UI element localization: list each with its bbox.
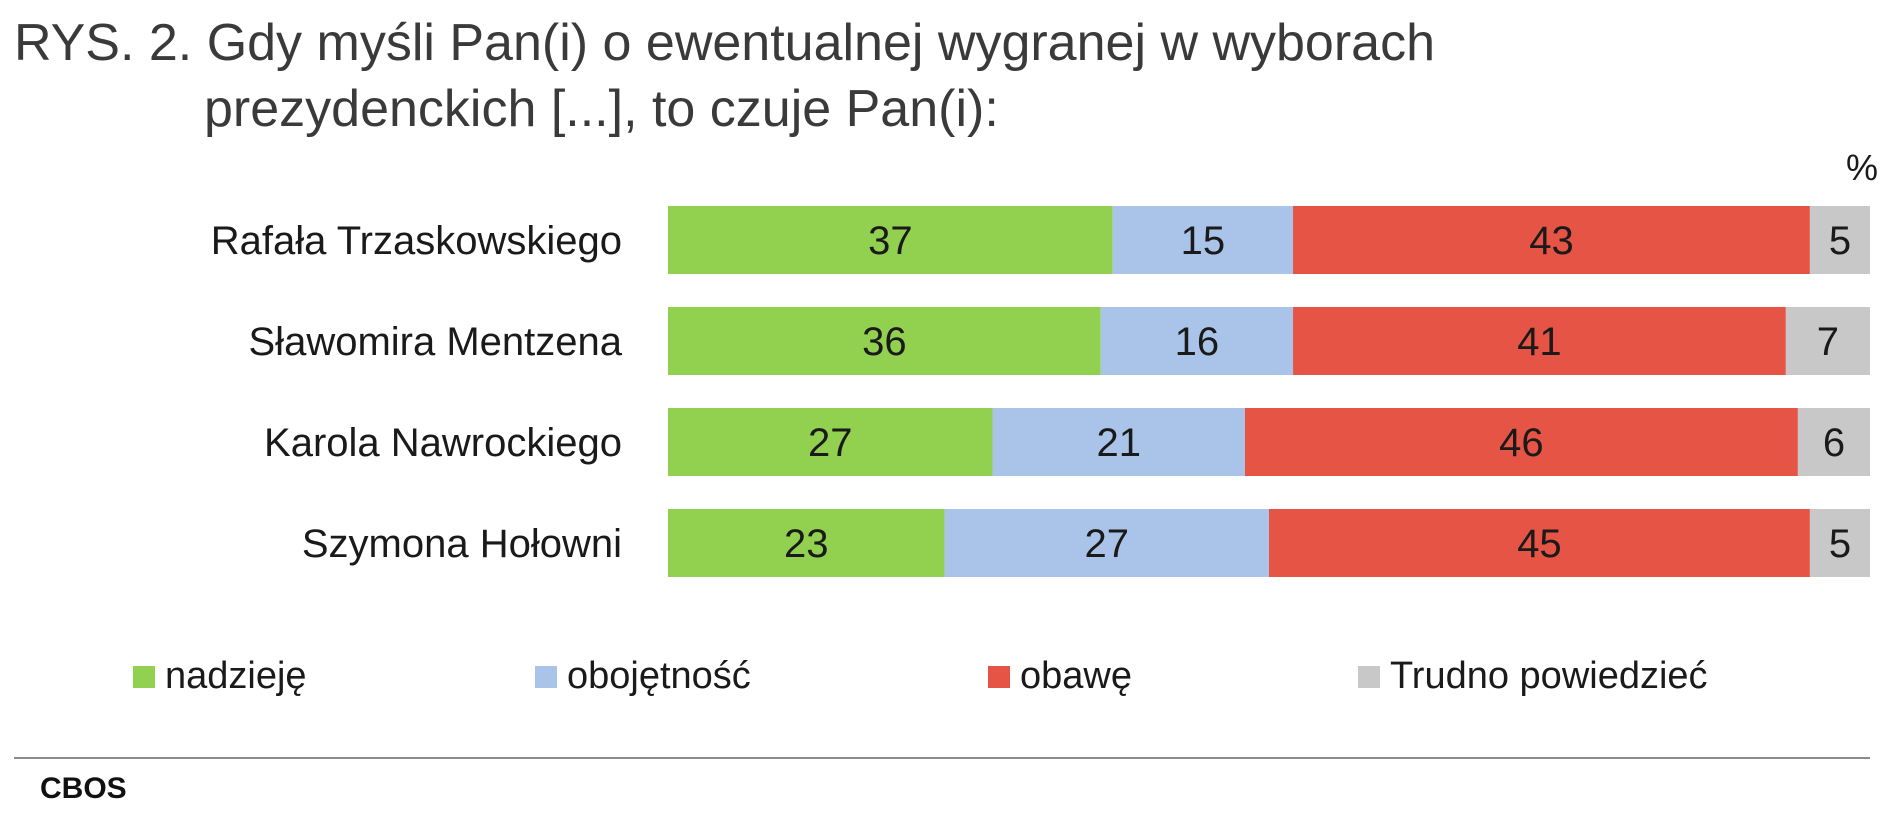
bar-obojetnosc-slawomira-mentzena — [1100, 307, 1294, 375]
legend-label-obojetnosc: obojętność — [567, 655, 751, 697]
legend-label-trudno-powiedziec: Trudno powiedzieć — [1390, 655, 1708, 697]
bar-trudno-powiedziec-rafala-trzaskowskiego — [1809, 206, 1870, 274]
data-label-obojetnosc-rafala-trzaskowskiego: 15 — [1181, 219, 1226, 263]
chart-title-line1: RYS. 2. Gdy myśli Pan(i) o ewentualnej w… — [14, 14, 1435, 72]
data-label-nadzieje-slawomira-mentzena: 36 — [862, 320, 907, 364]
data-label-obawe-slawomira-mentzena: 41 — [1517, 320, 1562, 364]
bar-obojetnosc-rafala-trzaskowskiego — [1112, 206, 1294, 274]
legend-swatch-obawe — [988, 665, 1010, 688]
legend-item-obawe: obawę — [988, 655, 1132, 698]
data-label-obawe-rafala-trzaskowskiego: 43 — [1529, 219, 1574, 263]
footer-divider — [14, 757, 1870, 759]
stacked-bar-chart: % Rafała Trzaskowskiego 37 15 43 5 Sławomira M… — [211, 147, 1878, 577]
legend-swatch-nadzieje — [133, 665, 155, 688]
category-label-szymona-holowni: Szymona Hołowni — [302, 522, 622, 566]
chart-title-line2: prezydenckich [...], to czuje Pan(i): — [204, 80, 999, 138]
bar-obawe-szymona-holowni — [1269, 509, 1810, 577]
data-label-obojetnosc-karola-nawrockiego: 21 — [1097, 421, 1142, 465]
bar-obojetnosc-szymona-holowni — [944, 509, 1269, 577]
legend-label-nadzieje: nadzieję — [165, 655, 307, 697]
bar-trudno-powiedziec-slawomira-mentzena — [1785, 307, 1870, 375]
bar-obawe-karola-nawrockiego — [1244, 408, 1798, 476]
legend-swatch-obojetnosc — [535, 665, 557, 688]
legend-swatch-trudno-powiedziec — [1358, 665, 1380, 688]
data-label-trudno-powiedziec-karola-nawrockiego: 6 — [1823, 421, 1845, 465]
data-label-nadzieje-karola-nawrockiego: 27 — [808, 421, 853, 465]
bar-nadzieje-szymona-holowni — [668, 509, 945, 577]
bar-nadzieje-rafala-trzaskowskiego — [668, 206, 1113, 274]
data-label-trudno-powiedziec-rafala-trzaskowskiego: 5 — [1829, 219, 1851, 263]
category-label-rafala-trzaskowskiego: Rafała Trzaskowskiego — [211, 219, 622, 263]
category-label-karola-nawrockiego: Karola Nawrockiego — [264, 421, 622, 465]
bar-trudno-powiedziec-szymona-holowni — [1809, 509, 1870, 577]
data-label-obawe-karola-nawrockiego: 46 — [1499, 421, 1544, 465]
legend-item-nadzieje: nadzieję — [133, 655, 307, 698]
bar-nadzieje-karola-nawrockiego — [668, 408, 993, 476]
data-label-obojetnosc-szymona-holowni: 27 — [1084, 522, 1129, 566]
bar-obojetnosc-karola-nawrockiego — [992, 408, 1245, 476]
legend-label-obawe: obawę — [1020, 655, 1132, 697]
data-label-obawe-szymona-holowni: 45 — [1517, 522, 1562, 566]
unit-label: % — [1846, 147, 1878, 188]
legend-item-obojetnosc: obojętność — [535, 655, 751, 698]
bar-nadzieje-slawomira-mentzena — [668, 307, 1101, 375]
data-label-trudno-powiedziec-szymona-holowni: 5 — [1829, 522, 1851, 566]
bar-obawe-slawomira-mentzena — [1293, 307, 1786, 375]
data-label-obojetnosc-slawomira-mentzena: 16 — [1175, 320, 1220, 364]
data-label-nadzieje-szymona-holowni: 23 — [784, 522, 829, 566]
data-label-nadzieje-rafala-trzaskowskiego: 37 — [868, 219, 913, 263]
legend-item-trudno-powiedziec: Trudno powiedzieć — [1358, 655, 1708, 698]
data-label-trudno-powiedziec-slawomira-mentzena: 7 — [1817, 320, 1839, 364]
category-label-slawomira-mentzena: Sławomira Mentzena — [249, 320, 623, 364]
source-label: CBOS — [40, 772, 127, 805]
chart-title: RYS. 2. Gdy myśli Pan(i) o ewentualnej w… — [14, 10, 1435, 142]
bar-trudno-powiedziec-karola-nawrockiego — [1797, 408, 1870, 476]
bar-obawe-rafala-trzaskowskiego — [1293, 206, 1810, 274]
